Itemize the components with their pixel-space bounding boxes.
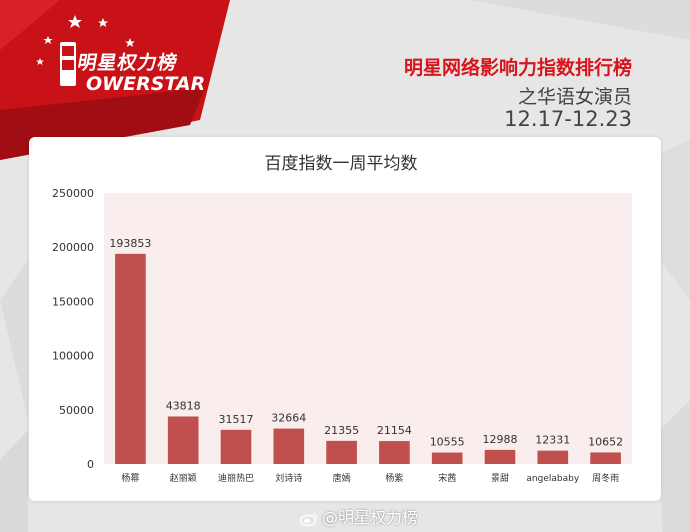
- y-axis: 0 50000 100000 150000 200000 250000: [52, 187, 94, 471]
- y-tick-label: 0: [87, 458, 94, 471]
- weibo-watermark: @明星权力榜: [300, 504, 418, 528]
- weibo-icon: [300, 512, 318, 526]
- data-label: 21154: [377, 424, 412, 437]
- bar: [273, 428, 305, 464]
- data-label: 31517: [219, 413, 254, 426]
- y-tick-label: 50000: [59, 404, 94, 417]
- chart-card: 百度指数一周平均数 0 50000 100000 150000 200000 250000…: [29, 137, 661, 501]
- bar: [484, 449, 516, 464]
- fist-logo-icon: [60, 42, 76, 86]
- star-icon: [36, 15, 135, 65]
- bar-chart: 百度指数一周平均数 0 50000 100000 150000 200000 250000…: [52, 154, 632, 484]
- bar: [167, 416, 199, 464]
- logo-english-name: OWERSTAR: [86, 73, 206, 95]
- bar-series: 193853 43818 31517 32664 21355 21154 10555 1298…: [109, 237, 623, 464]
- y-tick-label: 100000: [52, 350, 94, 363]
- data-label: 12988: [483, 433, 518, 446]
- bar: [115, 253, 146, 464]
- bar: [590, 452, 621, 464]
- y-tick-label: 200000: [52, 241, 94, 254]
- bar: [537, 450, 569, 464]
- x-tick-label: angelababy: [526, 474, 579, 484]
- x-tick-label: 唐嫣: [333, 472, 351, 484]
- x-tick-label: 宋茜: [438, 472, 456, 484]
- x-tick-label: 赵丽颖: [170, 472, 197, 484]
- bar: [220, 429, 252, 464]
- x-axis: 杨幂 赵丽颖 迪丽热巴 刘诗诗 唐嫣 杨紫 宋茜 景甜 angelababy 周冬雨: [121, 472, 619, 484]
- date-range: 12.17-12.23: [504, 107, 632, 131]
- bar: [326, 440, 357, 464]
- data-label: 21355: [324, 424, 359, 437]
- x-tick-label: 杨紫: [385, 472, 403, 484]
- bar: [379, 441, 410, 464]
- x-tick-label: 刘诗诗: [275, 472, 302, 484]
- data-label: 43818: [166, 400, 201, 413]
- x-tick-label: 杨幂: [121, 472, 139, 484]
- page-title: 明星网络影响力指数排行榜: [403, 57, 632, 79]
- y-tick-label: 250000: [52, 187, 94, 200]
- chart-title: 百度指数一周平均数: [265, 154, 418, 174]
- data-label: 193853: [109, 237, 151, 250]
- y-tick-label: 150000: [52, 295, 94, 308]
- data-label: 10555: [430, 436, 465, 449]
- watermark-text: @明星权力榜: [322, 508, 419, 527]
- logo-chinese-name: 明星权力榜: [75, 52, 180, 74]
- x-tick-label: 迪丽热巴: [218, 472, 254, 484]
- data-label: 10652: [588, 435, 623, 448]
- x-tick-label: 景甜: [491, 472, 509, 484]
- x-tick-label: 周冬雨: [592, 472, 619, 484]
- bar: [431, 452, 463, 464]
- data-label: 12331: [535, 434, 570, 447]
- data-label: 32664: [271, 412, 306, 425]
- page-subtitle: 之华语女演员: [517, 86, 632, 108]
